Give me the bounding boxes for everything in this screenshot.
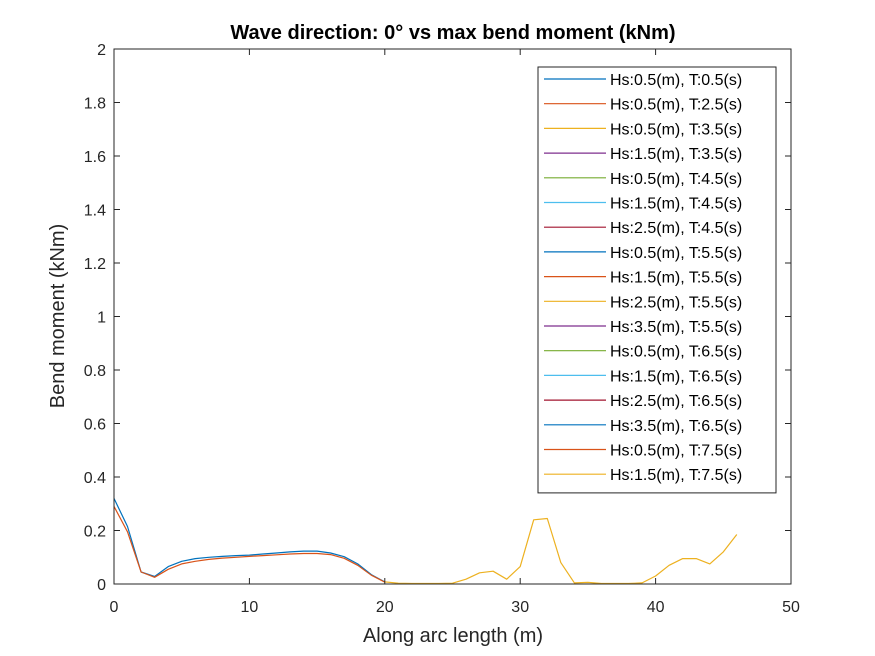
legend-label-5: Hs:0.5(m), T:4.5(s) — [610, 171, 742, 188]
legend-label-14: Hs:2.5(m), T:6.5(s) — [610, 393, 742, 410]
x-tick-label: 10 — [241, 599, 259, 616]
x-tick-label: 40 — [647, 599, 665, 616]
legend-label-17: Hs:1.5(m), T:7.5(s) — [610, 467, 742, 484]
legend: Hs:0.5(m), T:0.5(s) Hs:0.5(m), T:2.5(s) Hs… — [537, 66, 777, 494]
series-line-1 — [113, 498, 386, 583]
legend-label-1: Hs:0.5(m), T:0.5(s) — [610, 72, 742, 89]
x-tick-label: 0 — [110, 599, 119, 616]
x-tick-label: 30 — [511, 599, 529, 616]
legend-label-12: Hs:0.5(m), T:6.5(s) — [610, 344, 742, 361]
legend-label-3: Hs:0.5(m), T:3.5(s) — [610, 121, 742, 138]
y-tick-label: 1.4 — [84, 203, 106, 220]
y-tick-label: 0.8 — [84, 363, 106, 380]
legend-label-7: Hs:2.5(m), T:4.5(s) — [610, 220, 742, 237]
series-line-3 — [384, 517, 738, 585]
y-tick-label: 0.6 — [84, 417, 106, 434]
series-line-2 — [113, 506, 386, 583]
y-tick-label: 1.8 — [84, 96, 106, 113]
legend-label-15: Hs:3.5(m), T:6.5(s) — [610, 418, 742, 435]
chart-title: Wave direction: 0° vs max bend moment (k… — [230, 22, 675, 44]
y-tick-label: 1.2 — [84, 256, 106, 273]
legend-label-4: Hs:1.5(m), T:3.5(s) — [610, 146, 742, 163]
y-tick-label: 0.4 — [84, 470, 106, 487]
legend-label-8: Hs:0.5(m), T:5.5(s) — [610, 245, 742, 262]
x-tick-label: 20 — [376, 599, 394, 616]
y-tick-label: 2 — [97, 42, 106, 59]
y-tick-label: 0.2 — [84, 524, 106, 541]
legend-label-10: Hs:2.5(m), T:5.5(s) — [610, 294, 742, 311]
series-layer — [113, 498, 738, 585]
y-tick-label: 1.6 — [84, 149, 106, 166]
y-axis-label: Bend moment (kNm) — [47, 224, 69, 409]
legend-label-9: Hs:1.5(m), T:5.5(s) — [610, 270, 742, 287]
y-tick-label: 0 — [97, 577, 106, 594]
y-tick-label: 1 — [97, 310, 106, 327]
x-axis-label: Along arc length (m) — [363, 625, 543, 647]
legend-box — [537, 66, 777, 494]
legend-label-11: Hs:3.5(m), T:5.5(s) — [610, 319, 742, 336]
legend-label-16: Hs:0.5(m), T:7.5(s) — [610, 443, 742, 460]
legend-label-2: Hs:0.5(m), T:2.5(s) — [610, 97, 742, 114]
x-tick-label: 50 — [782, 599, 800, 616]
legend-label-13: Hs:1.5(m), T:6.5(s) — [610, 368, 742, 385]
legend-label-6: Hs:1.5(m), T:4.5(s) — [610, 196, 742, 213]
axes-layer: 0 10 20 30 40 50 0 0.2 0.4 0.6 0.8 1 1.2 1.4 1.6 1.8 2 — [84, 42, 800, 616]
